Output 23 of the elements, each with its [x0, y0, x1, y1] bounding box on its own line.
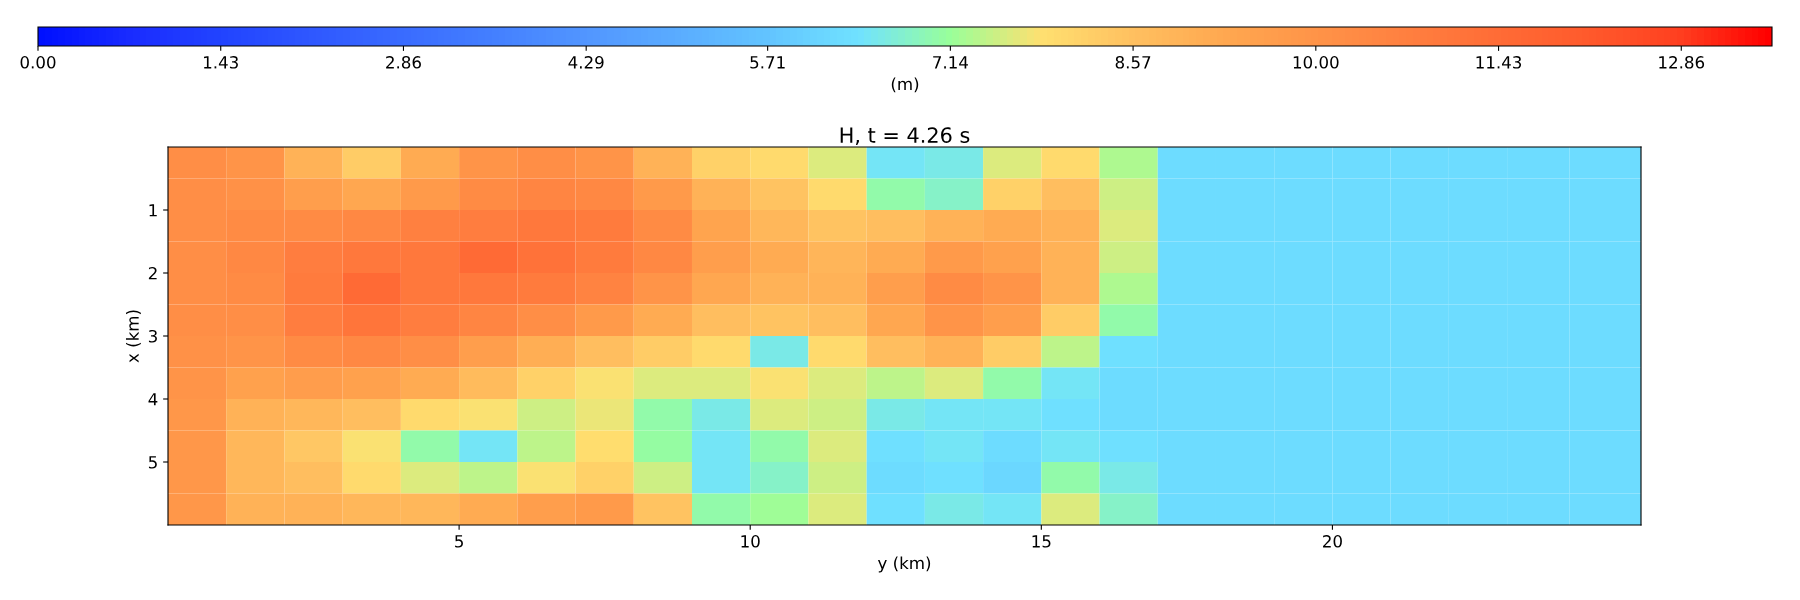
- y-tick-label: 1: [149, 204, 157, 217]
- color-bar-label: 10.00: [1293, 56, 1339, 69]
- x-tick-label: 15: [1032, 535, 1051, 548]
- color-bar-label: 4.29: [568, 56, 604, 69]
- color-bar-label: 12.86: [1659, 56, 1705, 69]
- y-tick-label: 4: [148, 393, 158, 406]
- y-tick-label: 2: [148, 266, 157, 280]
- x-tick-label: 10: [741, 535, 760, 548]
- color-bar-label: 2.86: [386, 56, 421, 69]
- color-bar-label: 0.00: [20, 56, 56, 69]
- y-axis-title: x (km): [125, 310, 141, 363]
- color-bar-label: 1.43: [204, 56, 238, 69]
- chart-title: H, t = 4.26 s: [840, 127, 970, 146]
- color-bar-label: 11.43: [1476, 56, 1522, 69]
- color-bar-label: 8.57: [1115, 56, 1151, 69]
- color-bar-title: (m): [891, 77, 919, 93]
- color-bar-label: 7.14: [933, 56, 968, 69]
- y-tick-label: 5: [148, 456, 157, 469]
- x-tick-label: 20: [1323, 535, 1342, 548]
- y-tick-label: 3: [148, 329, 157, 343]
- color-bar-label: 5.71: [750, 56, 785, 69]
- x-axis-title: y (km): [877, 556, 931, 573]
- x-tick-label: 5: [455, 535, 463, 548]
